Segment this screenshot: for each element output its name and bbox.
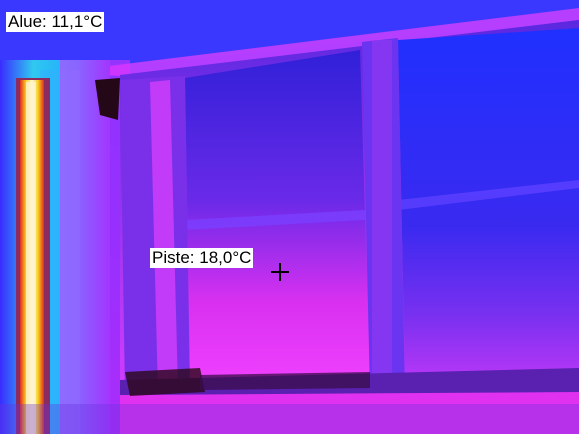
spot-temperature-label: Piste: 18,0°C <box>150 248 254 268</box>
area-temperature-label: Alue: 11,1°C <box>6 12 105 32</box>
spot-crosshair-icon <box>271 263 289 281</box>
